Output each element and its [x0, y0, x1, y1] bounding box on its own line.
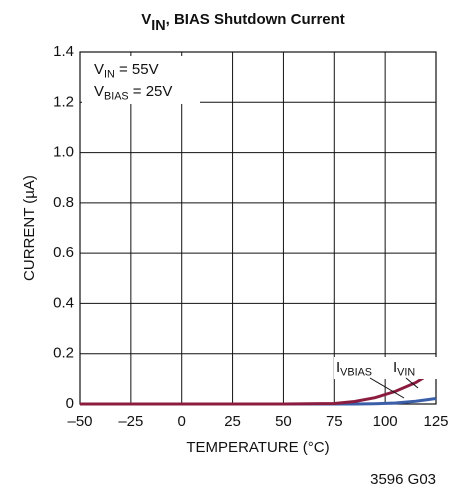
y-tick-label: 0 — [66, 395, 74, 412]
leader-line — [405, 377, 419, 389]
y-axis-label: CURRENT (µA) — [21, 175, 38, 281]
text-part: = 55V — [115, 61, 159, 78]
x-tick-label: 0 — [178, 413, 186, 430]
annotation: VIN = 55V — [94, 61, 159, 80]
text-part: VIN — [397, 366, 415, 378]
x-tick-label: 75 — [326, 413, 343, 430]
x-tick-label: 100 — [373, 413, 398, 430]
y-tick-label: 0.6 — [53, 244, 74, 261]
x-tick-label: 25 — [224, 413, 241, 430]
y-tick-label: 1.2 — [53, 93, 74, 110]
text-part: V — [94, 61, 104, 78]
text-part: VBIAS — [340, 366, 372, 378]
x-tick-label: –50 — [67, 413, 92, 430]
chart-title: VIN, BIAS Shutdown Current — [141, 11, 345, 34]
text-part: I — [393, 359, 397, 376]
y-tick-label: 1.0 — [53, 144, 74, 161]
leader-line — [369, 377, 405, 399]
annotation-bg — [82, 56, 200, 104]
text-part: = 25V — [129, 83, 173, 100]
text-part: IN — [151, 18, 165, 34]
text-part: V — [141, 11, 151, 28]
y-tick-label: 1.4 — [53, 43, 74, 60]
x-tick-label: 125 — [423, 413, 448, 430]
y-tick-label: 0.2 — [53, 345, 74, 362]
x-tick-label: 50 — [275, 413, 292, 430]
footnote: 3596 G03 — [370, 471, 436, 488]
text-part: BIAS — [104, 90, 129, 102]
series-line — [80, 368, 437, 406]
label-bg — [334, 357, 390, 379]
series-label: IVIN — [393, 359, 415, 378]
plot-frame — [79, 51, 437, 405]
y-tick-label: 0.4 — [53, 294, 74, 311]
x-axis-label: TEMPERATURE (°C) — [186, 439, 329, 456]
y-tick-label: 0.8 — [53, 194, 74, 211]
text-part: , BIAS Shutdown Current — [166, 11, 345, 28]
text-part: I — [336, 359, 340, 376]
label-bg — [391, 357, 437, 379]
text-part: IN — [104, 68, 115, 80]
annotation: VBIAS = 25V — [94, 83, 172, 102]
x-tick-label: –25 — [118, 413, 143, 430]
text-part: V — [94, 83, 104, 100]
series-label: IVBIAS — [336, 359, 372, 378]
